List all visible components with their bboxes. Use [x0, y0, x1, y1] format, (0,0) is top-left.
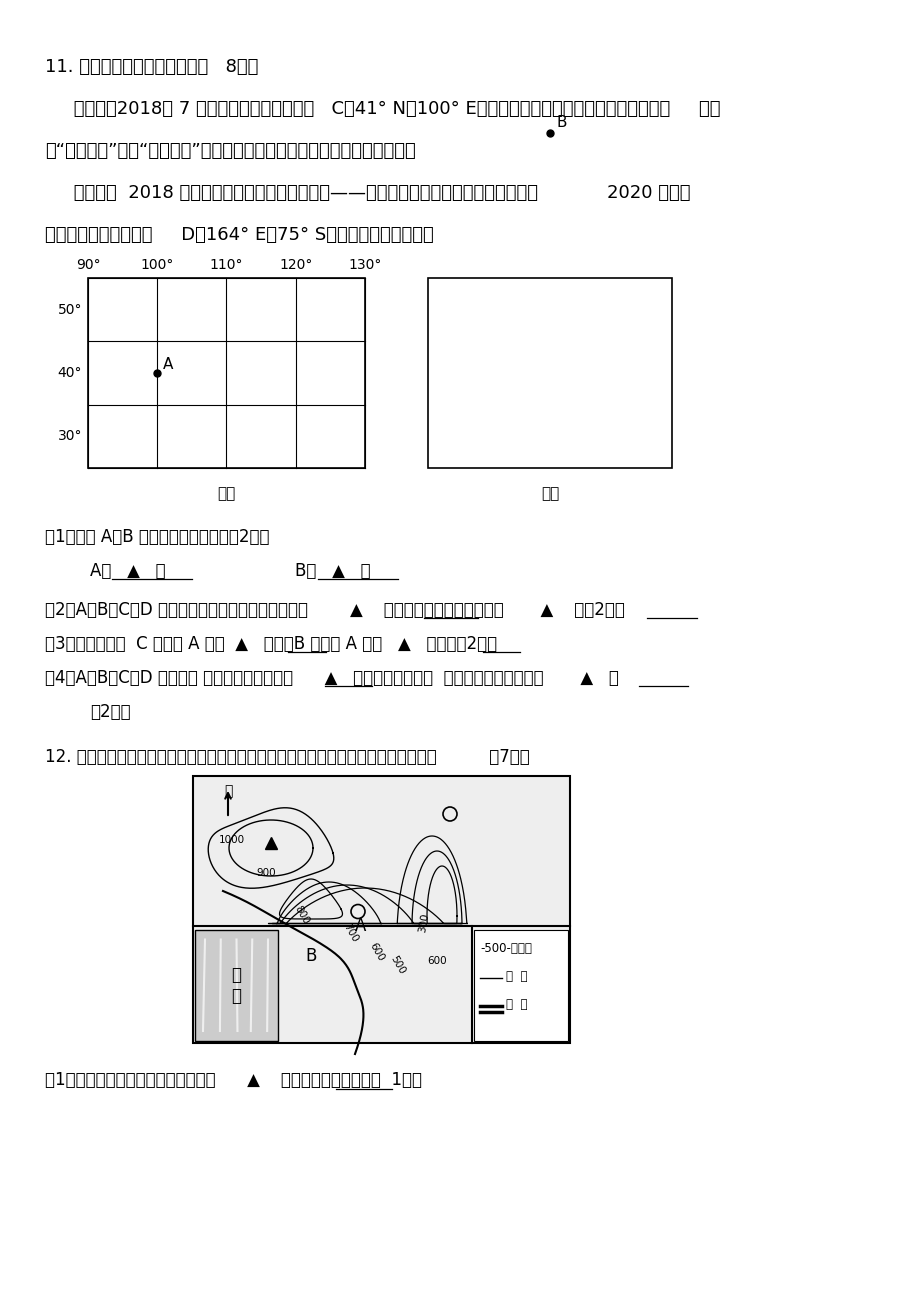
Text: B: B — [556, 115, 567, 130]
Text: 资料二：  2018 年，我国第五个南极科学考察站——恩克斯堡岛新站选址奠基完成，预计            2020 年建成: 资料二： 2018 年，我国第五个南极科学考察站——恩克斯堡岛新站选址奠基完成，… — [45, 184, 690, 202]
Text: 图二: 图二 — [540, 486, 559, 501]
Text: 600: 600 — [426, 956, 446, 966]
Text: B: B — [305, 947, 316, 965]
Text: 称“巴遥一号”）。“巴遥一号”交付后，将成巴基斯坦第一颤光学遥感卫星。: 称“巴遥一号”）。“巴遥一号”交付后，将成巴基斯坦第一颤光学遥感卫星。 — [45, 142, 415, 160]
Text: 90°: 90° — [75, 258, 100, 273]
Text: A：   ▲   ；: A： ▲ ； — [90, 562, 165, 580]
Text: （2分）: （2分） — [90, 703, 130, 721]
Text: 30°: 30° — [57, 429, 82, 443]
Text: 使用。恩克斯堡岛位于     D（164° E，75° S）附近的罗斯海海域。: 使用。恩克斯堡岛位于 D（164° E，75° S）附近的罗斯海海域。 — [45, 226, 433, 244]
Text: 800: 800 — [292, 904, 312, 926]
Text: 12. 恩施某中学赴大峡谷开展野外考察活动，读大峡谷局域等高线图，回答下列问题：          （7分）: 12. 恩施某中学赴大峡谷开展野外考察活动，读大峡谷局域等高线图，回答下列问题：… — [45, 748, 529, 765]
Text: 瀑
布: 瀑 布 — [232, 966, 241, 1004]
Text: A: A — [163, 357, 174, 372]
Text: -500-等高线: -500-等高线 — [480, 941, 531, 955]
Text: 600: 600 — [368, 941, 386, 962]
Text: 40°: 40° — [57, 366, 82, 379]
Text: （1）读图，判断公路处的海拔高度为      ▲    （写出取値范围）米（  1分）: （1）读图，判断公路处的海拔高度为 ▲ （写出取値范围）米（ 1分） — [45, 1071, 422, 1089]
Bar — [193, 776, 570, 1043]
Text: 1000: 1000 — [219, 835, 244, 845]
Text: 资料一：2018年 7 月，在酒泉卫星发射中心   C（41° N，100° E），我国成功发射巴基斯坦遥感卫星一号     （简: 资料一：2018年 7 月，在酒泉卫星发射中心 C（41° N，100° E），… — [45, 100, 720, 117]
Text: 500: 500 — [388, 955, 406, 975]
Text: 100°: 100° — [141, 258, 174, 273]
Text: 110°: 110° — [210, 258, 243, 273]
Text: 700: 700 — [341, 922, 359, 944]
Text: （4）A、B、C、D 四点中， 属于东半球的点有：      ▲   ，既属于南半球，  又属于高纬度的点有：       ▲   。: （4）A、B、C、D 四点中， 属于东半球的点有： ▲ ，既属于南半球， 又属于… — [45, 669, 618, 687]
Text: 北: 北 — [223, 784, 232, 798]
Text: B：   ▲   。: B： ▲ 。 — [295, 562, 370, 580]
Text: 900: 900 — [255, 868, 276, 878]
Bar — [195, 930, 278, 1041]
Text: （3）判断方向：  C 点位于 A 点的  ▲   方向，B 点位于 A 点的   ▲   方向。（2分）: （3）判断方向： C 点位于 A 点的 ▲ 方向，B 点位于 A 点的 ▲ 方向… — [45, 635, 496, 653]
Text: 图一: 图一 — [217, 486, 235, 501]
Text: A: A — [355, 917, 366, 935]
Text: 50°: 50° — [57, 303, 82, 317]
Text: 11. 阅读材料，回答下列问题（   8分）: 11. 阅读材料，回答下列问题（ 8分） — [45, 57, 258, 76]
Text: 120°: 120° — [278, 258, 312, 273]
Bar — [427, 278, 671, 468]
Text: （2）A、B、C、D 四点中，所在纬线长度最长的点是        ▲    ，所在纬线长度最短的点是       ▲    。（2分）: （2）A、B、C、D 四点中，所在纬线长度最长的点是 ▲ ，所在纬线长度最短的点… — [45, 601, 624, 619]
Text: 130°: 130° — [348, 258, 381, 273]
Text: 河  流: 河 流 — [505, 969, 527, 982]
Text: （1）写出 A、B 两点的经纬度坐标。（2分）: （1）写出 A、B 两点的经纬度坐标。（2分） — [45, 528, 269, 546]
Bar — [88, 278, 365, 468]
Text: 公  路: 公 路 — [505, 998, 527, 1011]
Bar — [473, 930, 567, 1041]
Text: 300: 300 — [416, 911, 430, 932]
